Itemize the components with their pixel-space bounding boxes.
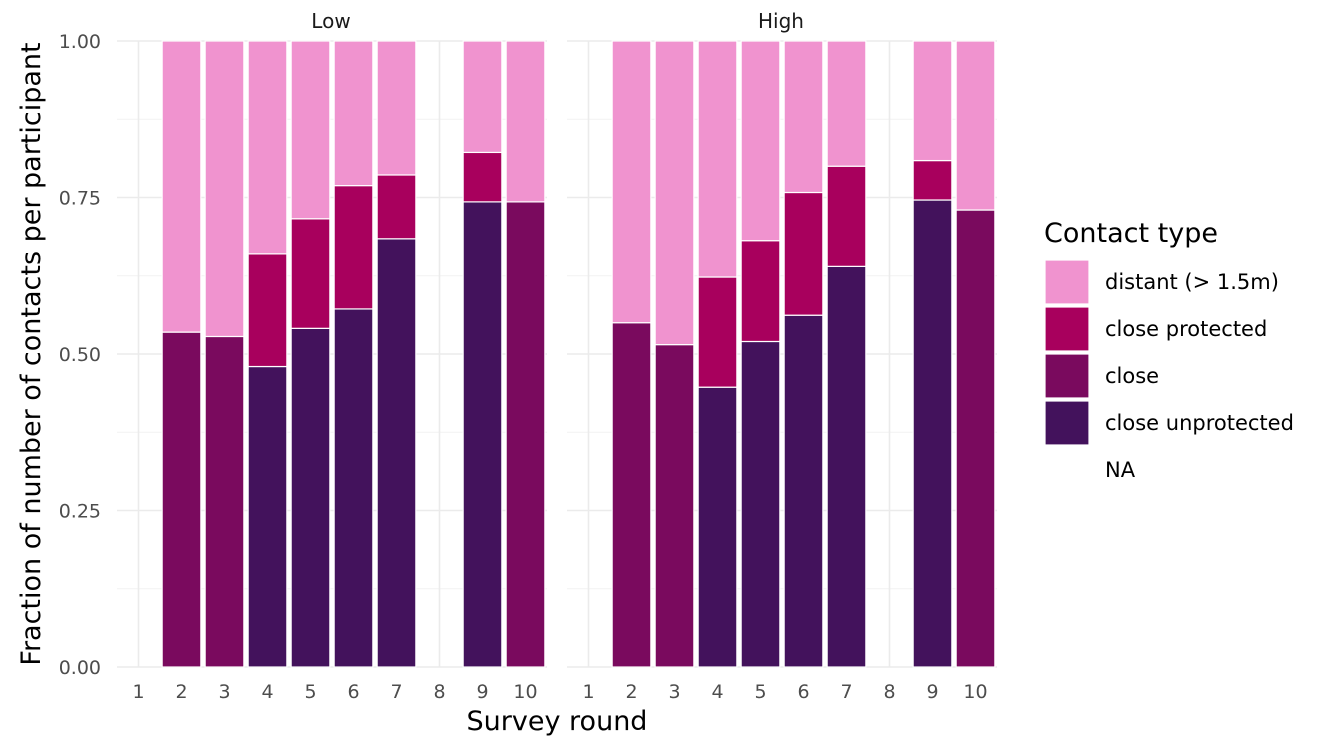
y-tick-label: 0.00 (59, 657, 101, 679)
bar-segment-high-7-close-protected (826, 165, 867, 267)
bar-segment-high-4-close-unprotected (697, 386, 738, 668)
x-tick-label: 3 (218, 681, 230, 703)
bar-segment-high-3-distant-1-5m (654, 40, 695, 346)
x-tick-label: 1 (132, 681, 144, 703)
x-tick-label: 5 (754, 681, 766, 703)
bar-segment-high-7-distant-1-5m (826, 40, 867, 167)
bar-segment-low-9-close-unprotected (462, 201, 503, 668)
bar-segment-high-4-distant-1-5m (697, 40, 738, 278)
bar-segment-high-10-distant-1-5m (955, 40, 996, 211)
x-tick-label: 6 (797, 681, 809, 703)
bar-segment-high-9-distant-1-5m (912, 40, 953, 162)
x-tick-label: 4 (711, 681, 723, 703)
bar-segment-low-6-distant-1-5m (333, 40, 374, 187)
bar-segment-low-5-distant-1-5m (290, 40, 331, 220)
bar-segment-low-9-close-protected (462, 151, 503, 203)
x-tick-label: 9 (926, 681, 938, 703)
y-axis-title: Fraction of number of contacts per parti… (16, 42, 47, 665)
legend-label-close: close (1105, 364, 1159, 388)
bar-segment-high-5-close-protected (740, 240, 781, 343)
legend-items: distant (> 1.5m) close protected close clos… (1044, 259, 1294, 482)
bar-segment-low-2-close (161, 331, 202, 668)
legend-label-close-unprotected: close unprotected (1105, 411, 1294, 435)
legend-label-close-protected: close protected (1105, 317, 1267, 341)
x-tick-label: 3 (668, 681, 680, 703)
x-tick-label: 10 (513, 681, 537, 703)
bar-segment-low-9-distant-1-5m (462, 40, 503, 154)
y-tick-label: 0.75 (59, 188, 101, 210)
bar-segment-low-7-distant-1-5m (376, 40, 417, 176)
bar-segment-high-2-close (611, 322, 652, 668)
bar-segment-low-3-close (204, 335, 245, 668)
x-tick-label: 10 (963, 681, 987, 703)
bar-segment-high-9-close-protected (912, 159, 953, 201)
panel-title-low: Low (311, 9, 350, 33)
legend-key-close-protected (1044, 306, 1090, 352)
bars-layer (161, 40, 996, 668)
y-axis: 0.00 0.25 0.50 0.75 1.00 (59, 31, 101, 679)
bar-segment-low-4-close-unprotected (247, 365, 288, 668)
bar-segment-low-4-distant-1-5m (247, 40, 288, 255)
x-tick-label: 2 (625, 681, 637, 703)
x-tick-label: 7 (390, 681, 402, 703)
bar-segment-high-3-close (654, 344, 695, 668)
legend-key-close (1044, 353, 1090, 399)
bar-segment-low-4-close-protected (247, 253, 288, 368)
bar-segment-low-7-close-unprotected (376, 238, 417, 668)
bar-segment-high-9-close-unprotected (912, 199, 953, 668)
y-tick-label: 0.25 (59, 501, 101, 523)
y-tick-label: 1.00 (59, 31, 101, 53)
x-tick-label: 9 (476, 681, 488, 703)
x-tick-label: 8 (433, 681, 445, 703)
legend: Contact type distant (> 1.5m) close prote… (1044, 218, 1294, 482)
bar-segment-low-5-close-protected (290, 218, 331, 329)
bar-segment-low-2-distant-1-5m (161, 40, 202, 333)
legend-label-distant-1-5m: distant (> 1.5m) (1105, 270, 1279, 294)
panel-titles: Low High (311, 9, 804, 33)
bar-segment-high-2-distant-1-5m (611, 40, 652, 324)
bar-segment-low-6-close-unprotected (333, 308, 374, 668)
x-axis: 1 2 3 4 5 6 7 8 9 10 1 2 3 4 5 6 7 8 9 10 (132, 681, 987, 703)
x-tick-label: 4 (261, 681, 273, 703)
legend-title: Contact type (1044, 218, 1218, 249)
x-tick-label: 8 (883, 681, 895, 703)
bar-segment-high-7-close-unprotected (826, 265, 867, 668)
x-tick-label: 5 (304, 681, 316, 703)
x-tick-label: 6 (347, 681, 359, 703)
bar-segment-low-10-close (505, 201, 546, 668)
x-tick-label: 7 (840, 681, 852, 703)
legend-key-distant-1-5m (1044, 259, 1090, 305)
bar-segment-high-5-close-unprotected (740, 340, 781, 668)
bar-segment-high-5-distant-1-5m (740, 40, 781, 242)
x-tick-label: 1 (582, 681, 594, 703)
x-axis-title: Survey round (467, 706, 648, 737)
bar-segment-low-3-distant-1-5m (204, 40, 245, 338)
x-tick-label: 2 (175, 681, 187, 703)
legend-key-close-unprotected (1044, 400, 1090, 446)
bar-segment-high-10-close (955, 209, 996, 668)
bar-segment-high-6-distant-1-5m (783, 40, 824, 194)
y-tick-label: 0.50 (59, 344, 101, 366)
bar-segment-high-6-close-protected (783, 191, 824, 316)
bar-segment-low-5-close-unprotected (290, 327, 331, 668)
bar-segment-low-6-close-protected (333, 185, 374, 310)
bar-segment-low-10-distant-1-5m (505, 40, 546, 203)
panel-title-high: High (758, 9, 804, 33)
legend-label-na: NA (1105, 458, 1136, 482)
bar-segment-high-6-close-unprotected (783, 314, 824, 668)
bar-segment-high-4-close-protected (697, 276, 738, 388)
bar-segment-low-7-close-protected (376, 174, 417, 240)
